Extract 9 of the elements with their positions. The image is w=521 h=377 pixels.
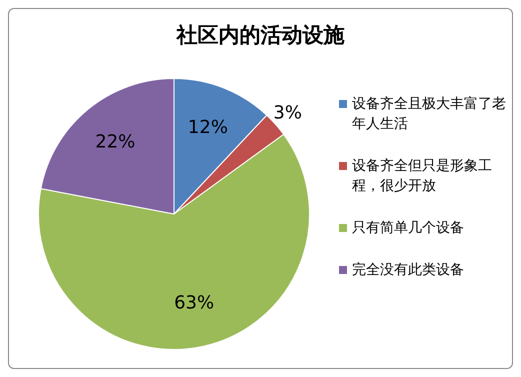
legend-label: 设备齐全但只是形象工程，很少开放 xyxy=(352,157,493,196)
legend-label: 只有简单几个设备 xyxy=(352,219,464,238)
data-label: 12% xyxy=(188,117,228,138)
chart-title: 社区内的活动设施 xyxy=(175,21,346,49)
legend-label: 完全没有此类设备 xyxy=(352,261,464,280)
data-label: 22% xyxy=(95,132,136,153)
data-label: 3% xyxy=(273,102,302,124)
data-label: 63% xyxy=(174,292,214,314)
legend-label: 设备齐全且极大丰富了老年人生活 xyxy=(352,95,507,134)
